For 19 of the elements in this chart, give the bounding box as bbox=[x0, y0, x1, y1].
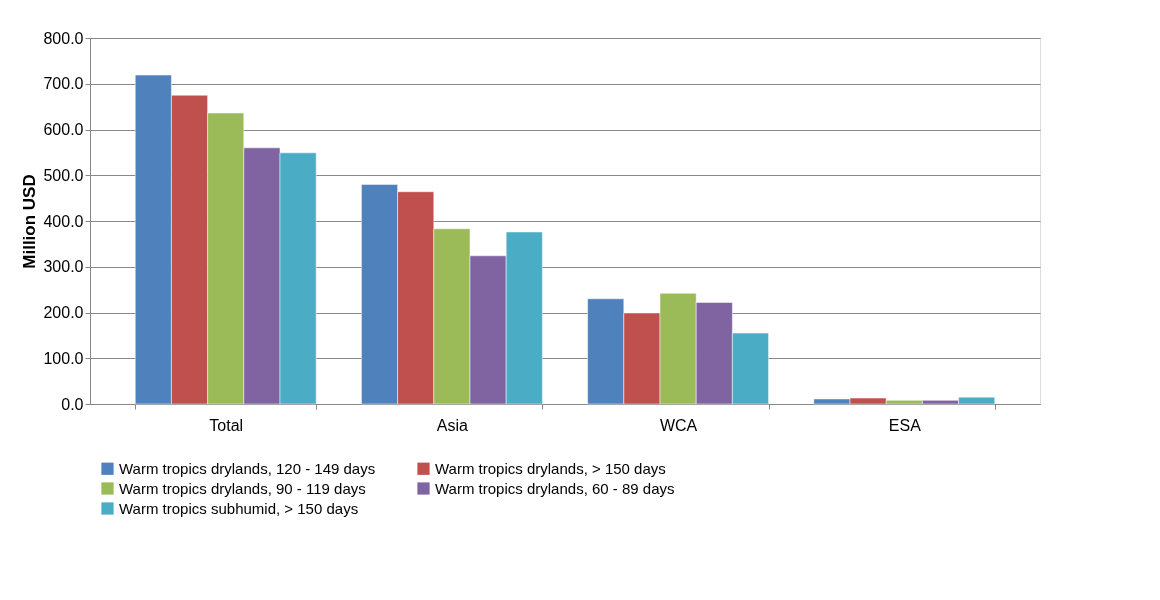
y-axis-title: Million USD bbox=[20, 174, 40, 269]
y-tick-label: 200.0 bbox=[43, 304, 84, 321]
y-tick-label: 700.0 bbox=[43, 75, 84, 93]
legend-label: Warm tropics drylands, 60 - 89 days bbox=[435, 479, 675, 497]
y-tick-label: 100.0 bbox=[43, 349, 84, 367]
legend-label: Warm tropics drylands, 120 - 149 days bbox=[119, 459, 376, 477]
x-tick-label: Asia bbox=[436, 416, 469, 434]
x-tick-label: Total bbox=[209, 416, 244, 434]
y-tick-label: 600.0 bbox=[43, 121, 84, 138]
x-tick-label: WCA bbox=[659, 416, 698, 434]
legend-label: Warm tropics subhumid, > 150 days bbox=[119, 499, 359, 517]
legend-label: Warm tropics drylands, > 150 days bbox=[435, 459, 666, 477]
y-tick-label: 0.0 bbox=[61, 395, 84, 413]
legend-label: Warm tropics drylands, 90 - 119 days bbox=[119, 479, 366, 497]
y-tick-label: 500.0 bbox=[43, 166, 84, 184]
y-tick-label: 300.0 bbox=[43, 258, 84, 276]
x-tick-label: ESA bbox=[888, 416, 922, 434]
y-tick-label: 800.0 bbox=[43, 29, 84, 47]
y-tick-label: 400.0 bbox=[43, 212, 84, 230]
